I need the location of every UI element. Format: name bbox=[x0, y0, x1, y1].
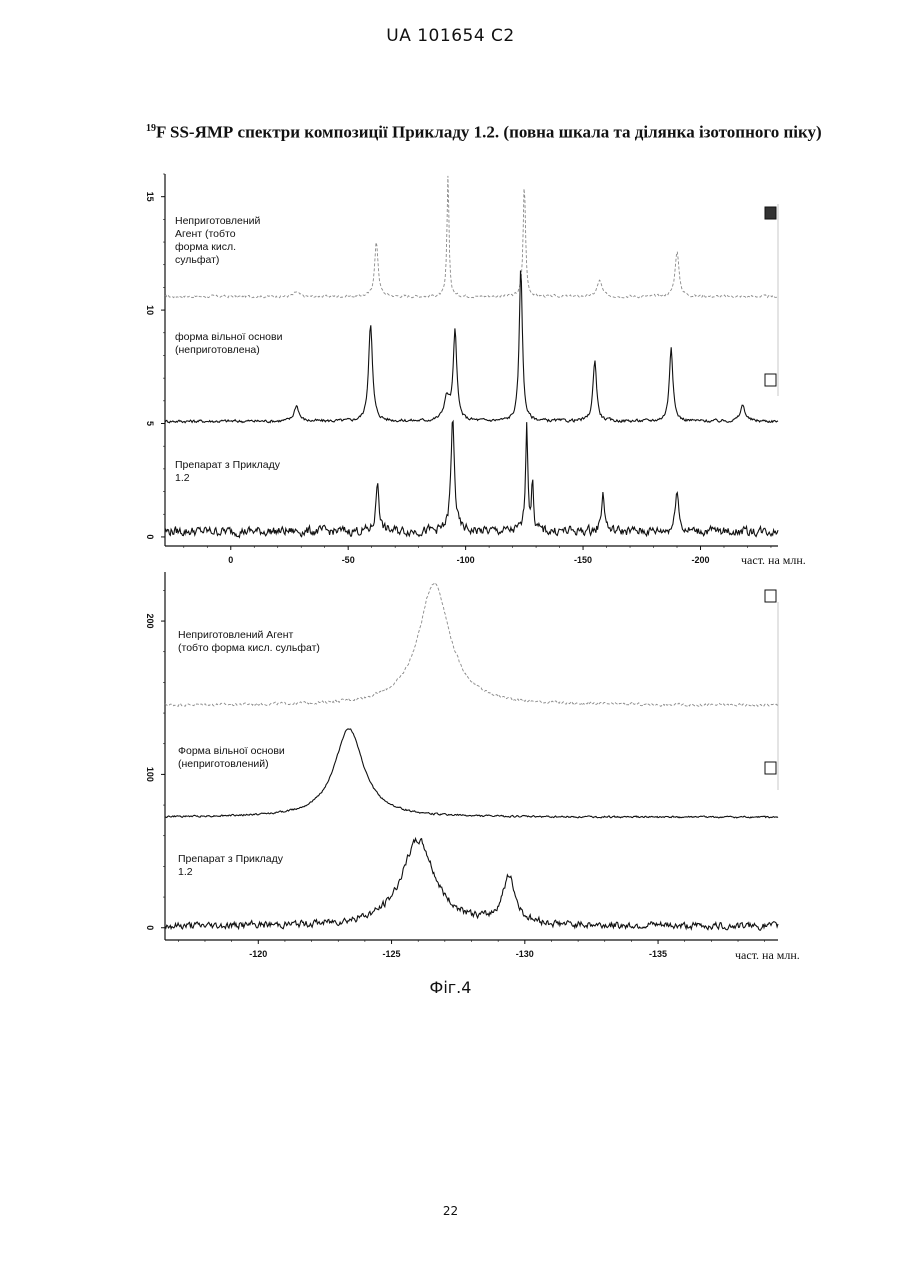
series-label: 1.2 bbox=[175, 472, 190, 484]
x-tick-label: -200 bbox=[691, 555, 709, 565]
x-tick-label: -50 bbox=[342, 555, 355, 565]
series-label: Препарат з Прикладу bbox=[175, 459, 281, 471]
series-label: Неприготовлений bbox=[175, 215, 261, 227]
series-label: форма кисл. bbox=[175, 241, 236, 253]
x-axis-unit-label: част. на млн. bbox=[741, 553, 806, 567]
series-label: сульфат) bbox=[175, 254, 219, 266]
series-label: (неприготовлений) bbox=[178, 758, 269, 770]
x-tick-label: -150 bbox=[574, 555, 592, 565]
series-label: 1.2 bbox=[178, 866, 193, 878]
figure-caption: Фіг.4 bbox=[0, 978, 901, 997]
isotope-zoom-chart: 0 100 200 -120 -125 -130 -135 част. на млн. Непр… bbox=[145, 572, 800, 962]
series-marker bbox=[765, 207, 776, 219]
series-label: Форма вільної основи bbox=[178, 745, 285, 757]
x-tick-label: -120 bbox=[249, 949, 267, 959]
series-label: (тобто форма кисл. сульфат) bbox=[178, 642, 320, 654]
series-marker bbox=[765, 374, 776, 386]
spectrum-trace bbox=[165, 421, 778, 537]
y-tick-label: 200 bbox=[145, 614, 155, 629]
x-tick-label: 0 bbox=[228, 555, 233, 565]
x-tick-label: -125 bbox=[383, 949, 401, 959]
y-tick-label: 15 bbox=[145, 192, 155, 202]
x-axis-unit-label: част. на млн. bbox=[735, 948, 800, 962]
series-marker bbox=[765, 590, 776, 602]
y-tick-label: 5 bbox=[145, 421, 155, 426]
spectrum-trace bbox=[165, 729, 778, 818]
series-marker bbox=[765, 762, 776, 774]
full-scale-chart: 0 5 10 15 0 -50 -100 -150 -200 част. на млн. Непри… bbox=[145, 174, 806, 567]
y-tick-label: 0 bbox=[145, 925, 155, 930]
x-tick-label: -135 bbox=[649, 949, 667, 959]
series-label: Неприготовлений Агент bbox=[178, 629, 294, 641]
page-number: 22 bbox=[0, 1204, 901, 1218]
x-tick-label: -100 bbox=[457, 555, 475, 565]
series-label: форма вільної основи bbox=[175, 331, 283, 343]
spectrum-trace bbox=[165, 176, 778, 298]
series-label: (неприготовлена) bbox=[175, 344, 260, 356]
series-label: Препарат з Прикладу bbox=[178, 853, 284, 865]
y-tick-label: 100 bbox=[145, 767, 155, 782]
series-label: Агент (тобто bbox=[175, 228, 236, 240]
x-tick-label: -130 bbox=[516, 949, 534, 959]
y-tick-label: 0 bbox=[145, 534, 155, 539]
y-tick-label: 10 bbox=[145, 305, 155, 315]
